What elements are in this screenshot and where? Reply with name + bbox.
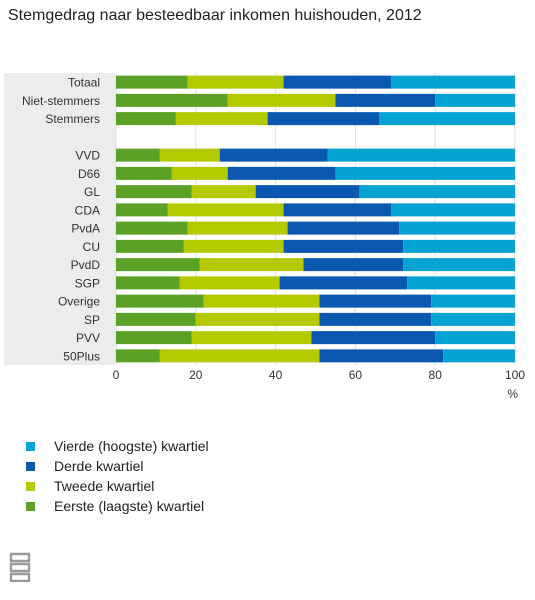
legend-label-q3: Derde kwartiel — [54, 458, 144, 474]
x-tick-label: 40 — [269, 368, 283, 382]
x-tick-label: 20 — [189, 368, 203, 382]
bar-segment — [407, 276, 515, 290]
bar-segment — [283, 75, 392, 89]
bar-segment — [187, 75, 284, 89]
category-label: SP — [84, 313, 100, 327]
category-label: PvdD — [71, 258, 101, 272]
bar-segment — [391, 75, 515, 89]
bar-segment — [255, 185, 360, 199]
bar-segment — [116, 331, 192, 345]
category-label: Totaal — [68, 76, 100, 90]
bar-segment — [359, 185, 515, 199]
bar-segment — [167, 203, 284, 217]
category-label: CU — [83, 240, 100, 254]
chart-title: Stemgedrag naar besteedbaar inkomen huis… — [8, 7, 422, 24]
bar-segment — [116, 112, 176, 126]
category-label: Overige — [58, 295, 100, 309]
bar-segment — [116, 294, 204, 308]
bar-segment — [175, 112, 268, 126]
bar-segment — [183, 239, 284, 253]
category-label: CDA — [75, 203, 100, 217]
bar-segment — [283, 239, 404, 253]
legend-item-q3[interactable]: Derde kwartiel — [26, 456, 209, 476]
category-label-band — [4, 73, 116, 365]
category-label: Niet-stemmers — [22, 94, 100, 108]
bar-segment — [403, 239, 515, 253]
bar-segment — [431, 294, 515, 308]
bar-segment — [116, 258, 200, 272]
category-label: PvdA — [71, 222, 100, 236]
bar-segment — [403, 258, 515, 272]
bar-segment — [116, 221, 188, 235]
x-tick-label: 60 — [349, 368, 363, 382]
legend-label-q2: Tweede kwartiel — [54, 478, 155, 494]
bar-segment — [116, 148, 160, 162]
bar-segment — [279, 276, 408, 290]
bar-segment — [267, 112, 380, 126]
bar-segment — [283, 203, 392, 217]
legend-swatch-q4 — [26, 441, 35, 451]
bar-segment — [116, 203, 168, 217]
bar-segment — [335, 93, 436, 107]
bar-segment — [391, 203, 515, 217]
bar-segment — [116, 166, 172, 180]
bar-segment — [171, 166, 228, 180]
bar-segment — [191, 185, 256, 199]
bar-segment — [203, 294, 320, 308]
x-tick-label: 0 — [113, 368, 120, 382]
bar-segment — [116, 93, 228, 107]
category-label: 50Plus — [63, 349, 100, 363]
bar-segment — [311, 331, 436, 345]
bar-segment — [116, 239, 184, 253]
legend-swatch-q3 — [26, 461, 35, 471]
bar-segment — [159, 349, 320, 363]
bar-segment — [319, 294, 432, 308]
bar-segment — [435, 93, 515, 107]
bar-segment — [195, 312, 320, 326]
category-label: D66 — [78, 167, 100, 181]
bar-segment — [287, 221, 400, 235]
bar-segment — [431, 312, 515, 326]
legend-item-q1[interactable]: Eerste (laagste) kwartiel — [26, 496, 209, 516]
bar-segment — [227, 166, 336, 180]
bar-segment — [327, 148, 515, 162]
bar-segment — [335, 166, 515, 180]
x-tick-label: 100 — [505, 368, 525, 382]
bar-segment — [191, 331, 312, 345]
category-label: VVD — [75, 149, 100, 163]
bar-segment — [187, 221, 288, 235]
bar-segment — [319, 349, 444, 363]
bar-segment — [116, 276, 180, 290]
x-axis-label: % — [507, 387, 518, 401]
bar-segment — [319, 312, 432, 326]
bar-segment — [443, 349, 515, 363]
bar-segment — [435, 331, 515, 345]
legend-item-q2[interactable]: Tweede kwartiel — [26, 476, 209, 496]
bar-segment — [219, 148, 328, 162]
bar-segment — [116, 185, 192, 199]
bar-segment — [116, 312, 196, 326]
legend-swatch-q2 — [26, 481, 35, 491]
bar-segment — [379, 112, 515, 126]
legend-label-q4: Vierde (hoogste) kwartiel — [54, 438, 209, 454]
category-label: SGP — [75, 276, 100, 290]
stacked-bar-chart: Totaal Niet-stemmers Stemmers VVD D66 GL CDA Pv… — [4, 73, 525, 401]
bar-segment — [199, 258, 304, 272]
bar-segment — [179, 276, 280, 290]
category-label: PVV — [76, 331, 100, 345]
bar-segment — [399, 221, 515, 235]
legend-item-q4[interactable]: Vierde (hoogste) kwartiel — [26, 436, 209, 456]
legend-label-q1: Eerste (laagste) kwartiel — [54, 498, 205, 514]
bar-segment — [159, 148, 220, 162]
cbs-logo-icon — [9, 552, 31, 582]
bar-segment — [116, 349, 160, 363]
bar-segment — [116, 75, 188, 89]
category-label: Stemmers — [45, 112, 100, 126]
legend: Vierde (hoogste) kwartiel Derde kwartiel… — [26, 436, 209, 516]
bar-segment — [303, 258, 404, 272]
legend-swatch-q1 — [26, 501, 35, 511]
bar-segment — [227, 93, 336, 107]
x-tick-label: 80 — [429, 368, 443, 382]
category-label: GL — [84, 185, 100, 199]
